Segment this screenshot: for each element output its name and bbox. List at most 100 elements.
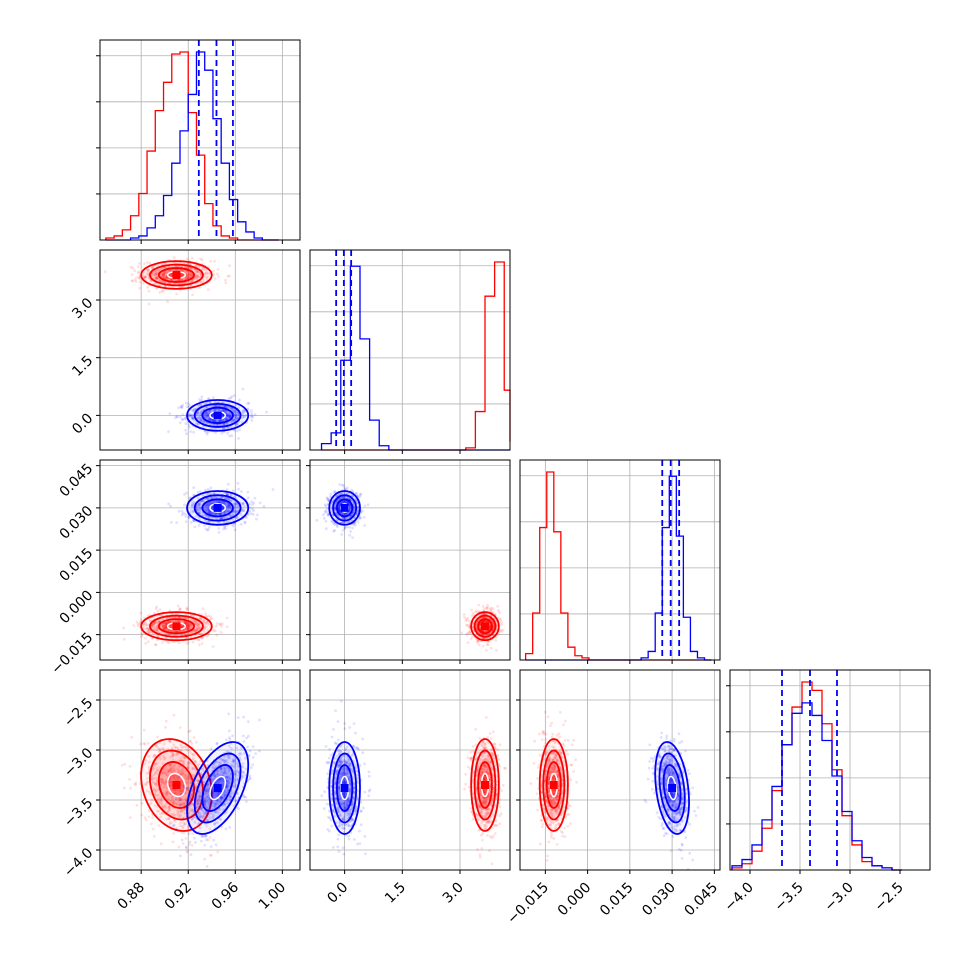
scatter-point [162, 274, 166, 277]
scatter-point [474, 610, 478, 614]
scatter-point [357, 517, 361, 521]
scatter-point [217, 527, 221, 530]
scatter-point [185, 274, 189, 278]
scatter-point [476, 639, 480, 642]
scatter-point [185, 606, 189, 609]
scatter-point [188, 267, 192, 270]
scatter-point [169, 504, 172, 508]
scatter-point [325, 507, 329, 510]
scatter-point [328, 495, 332, 498]
scatter-point [170, 795, 174, 798]
scatter-point [218, 408, 221, 412]
scatter-point [168, 739, 172, 743]
scatter-point [181, 771, 185, 775]
scatter-point [206, 288, 210, 291]
scatter-point [206, 620, 209, 624]
scatter-point [190, 630, 194, 634]
scatter-point [168, 763, 172, 767]
hist2d-panel-2-1 [309, 459, 511, 661]
scatter-point [342, 521, 346, 524]
scatter-point [189, 625, 192, 629]
scatter-point [187, 622, 191, 626]
scatter-point [206, 503, 210, 507]
scatter-point [221, 500, 225, 504]
scatter-point [178, 802, 182, 806]
scatter-point [189, 413, 193, 417]
scatter-point [164, 622, 168, 626]
scatter-point [172, 764, 175, 768]
scatter-point [179, 756, 183, 759]
scatter-point [226, 431, 230, 435]
scatter-point [210, 496, 213, 500]
scatter-point [183, 772, 186, 776]
scatter-point [224, 278, 227, 282]
scatter-point [180, 759, 184, 763]
scatter-point [153, 270, 157, 274]
panel-background [99, 249, 301, 451]
scatter-point [188, 624, 192, 628]
scatter-point [186, 788, 190, 792]
scatter-point [203, 814, 206, 817]
scatter-point [209, 502, 213, 505]
scatter-point [147, 629, 151, 632]
scatter-point [196, 491, 200, 494]
scatter-point [187, 832, 191, 836]
scatter-point [163, 270, 167, 274]
scatter-point [168, 808, 172, 812]
scatter-point [179, 743, 183, 747]
scatter-point [230, 419, 234, 423]
scatter-point [157, 620, 161, 624]
scatter-point [355, 492, 358, 495]
scatter-point [198, 643, 201, 647]
scatter-point [163, 804, 167, 807]
scatter-point [185, 642, 189, 645]
scatter-point [189, 430, 193, 433]
scatter-point [213, 500, 217, 504]
scatter-point [180, 831, 184, 835]
scatter-point [226, 801, 230, 805]
scatter-point [199, 417, 203, 421]
scatter-point [197, 502, 201, 506]
scatter-point [190, 742, 194, 746]
scatter-point [140, 802, 144, 805]
scatter-point [209, 486, 213, 490]
scatter-point [166, 770, 170, 773]
scatter-point [174, 416, 177, 419]
scatter-point [190, 752, 194, 756]
scatter-point [183, 632, 187, 636]
scatter-point [335, 500, 339, 503]
scatter-point [204, 625, 208, 629]
hist1d-panel-0 [96, 39, 301, 241]
scatter-point [223, 501, 226, 504]
scatter-point [217, 780, 221, 783]
scatter-point [201, 816, 205, 819]
scatter-point [176, 809, 180, 813]
scatter-point [232, 759, 236, 762]
scatter-point [193, 759, 197, 763]
scatter-point [161, 771, 165, 775]
scatter-point [187, 266, 191, 270]
scatter-point [244, 800, 248, 803]
scatter-point [186, 763, 190, 767]
scatter-point [248, 502, 252, 506]
scatter-point [153, 753, 156, 757]
scatter-point [207, 515, 211, 519]
scatter-point [210, 802, 213, 805]
scatter-point [222, 501, 226, 505]
scatter-point [196, 496, 200, 500]
scatter-point [188, 750, 192, 754]
scatter-point [243, 415, 246, 418]
scatter-point [333, 506, 337, 510]
scatter-point [142, 627, 146, 630]
scatter-point [195, 274, 199, 277]
scatter-point [178, 775, 181, 778]
panel-border [519, 459, 721, 661]
scatter-point [342, 496, 346, 500]
scatter-point [177, 769, 181, 773]
scatter-point [161, 613, 165, 617]
scatter-point [210, 418, 214, 422]
scatter-point [158, 608, 162, 611]
scatter-point [215, 799, 219, 802]
scatter-point [242, 752, 246, 755]
scatter-point [197, 505, 201, 508]
